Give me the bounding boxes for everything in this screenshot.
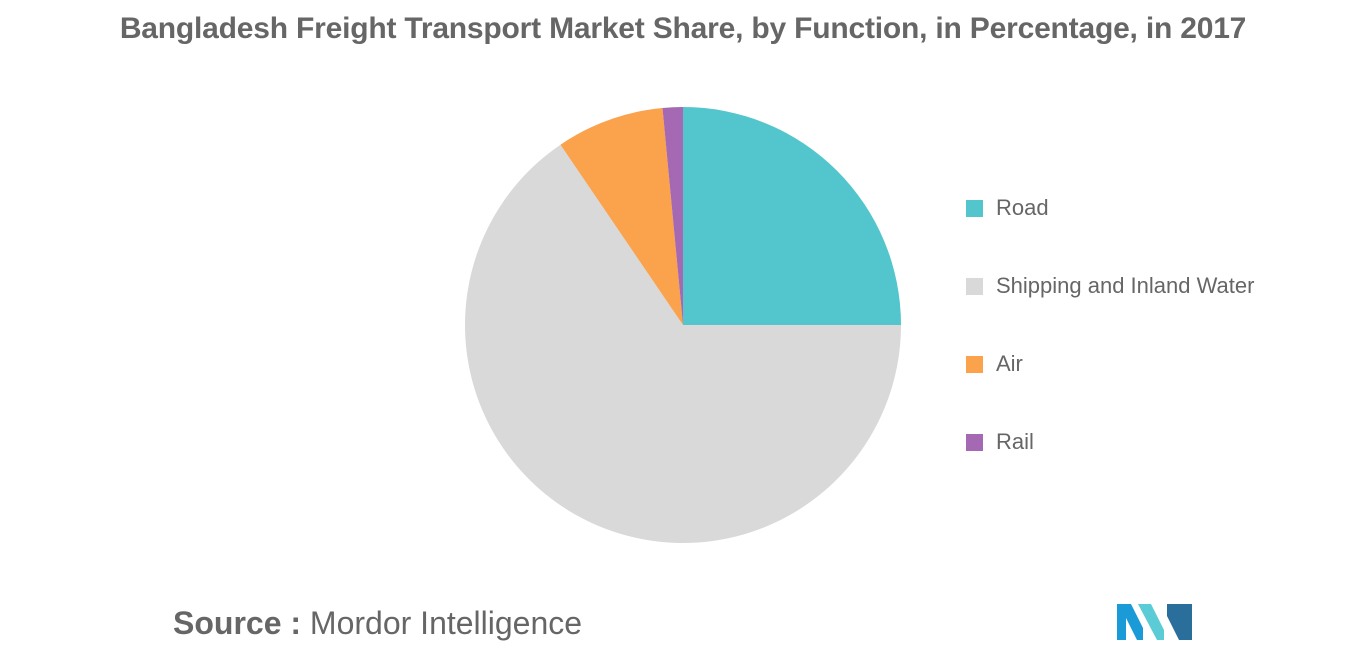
legend-item-air: Air [966, 346, 1023, 382]
pie-slice-rail [662, 107, 683, 325]
legend-item-shipping-and-inland-water: Shipping and Inland Water [966, 268, 1254, 304]
legend-item-rail: Rail [966, 424, 1034, 460]
logo-shape-left [1117, 604, 1143, 640]
legend-swatch-rail [966, 433, 983, 451]
pie-slices [465, 107, 901, 544]
legend-label-shipping-and-inland-water: Shipping and Inland Water [996, 273, 1255, 298]
mordor-intelligence-logo-icon [1117, 604, 1192, 640]
logo-shape-right [1167, 604, 1192, 640]
source-prefix: Source : [173, 605, 302, 641]
legend-item-road: Road [966, 190, 1049, 226]
legend-swatch-air [966, 355, 983, 373]
legend-label-rail: Rail [996, 429, 1034, 454]
legend-swatch-shipping-and-inland-water [966, 277, 983, 295]
source-note: Source : Mordor Intelligence [173, 605, 582, 642]
legend-label-road: Road [996, 195, 1049, 220]
pie-slice-air [560, 107, 683, 325]
legend-swatch-road [966, 199, 983, 217]
legend-label-air: Air [996, 351, 1023, 376]
logo-shape-middle [1138, 604, 1164, 640]
pie-slice-road [683, 107, 901, 325]
pie-slice-shipping-and-inland-water [465, 144, 901, 544]
chart-title: Bangladesh Freight Transport Market Shar… [119, 12, 1247, 45]
source-name: Mordor Intelligence [309, 605, 583, 641]
